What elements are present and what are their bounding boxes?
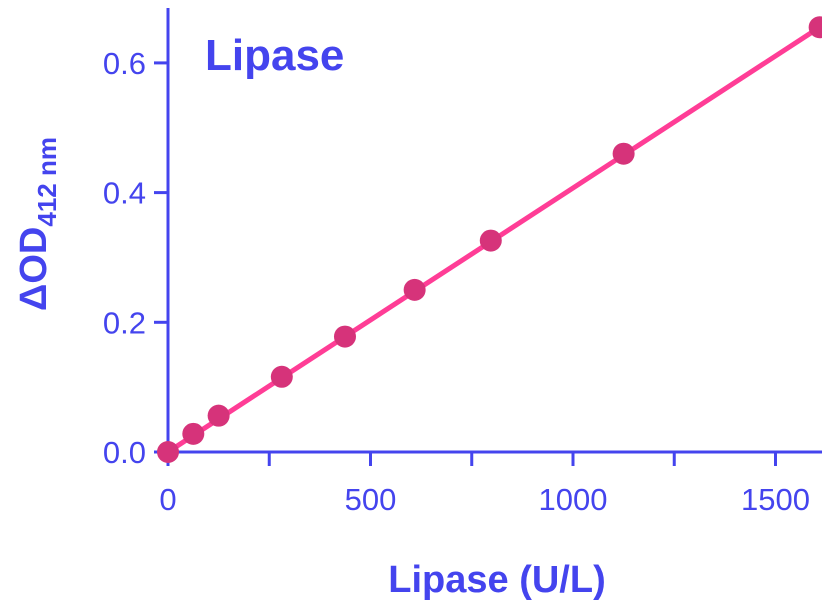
y-tick-label: 0.2 [103,305,146,340]
data-point [182,422,205,445]
axes [166,8,822,454]
y-tick-label: 0.0 [103,435,146,470]
data-point [157,441,179,463]
chart-title: Lipase [205,31,344,80]
x-axis-title: Lipase (U/L) [388,559,605,601]
tick-labels: 0 500 1000 1500 0.0 0.2 0.4 0.6 [103,46,810,517]
x-tick-label: 0 [159,482,176,517]
x-tick-label: 1000 [539,482,608,517]
y-tick-label: 0.4 [103,176,146,211]
y-axis-title-main: ΔOD [13,227,55,311]
x-tick-label: 500 [345,482,397,517]
series [157,16,822,463]
data-point [808,16,822,39]
data-point [207,404,230,427]
data-point [333,325,356,348]
data-point [479,229,502,252]
y-axis-title: ΔOD412 nm [13,137,62,311]
data-point [403,278,426,301]
x-tick-label: 1500 [741,482,810,517]
y-tick-label: 0.6 [103,46,146,81]
data-point [612,142,635,165]
y-axis-title-subscript: 412 nm [32,137,62,227]
data-point [270,365,293,388]
ticks [154,61,777,466]
